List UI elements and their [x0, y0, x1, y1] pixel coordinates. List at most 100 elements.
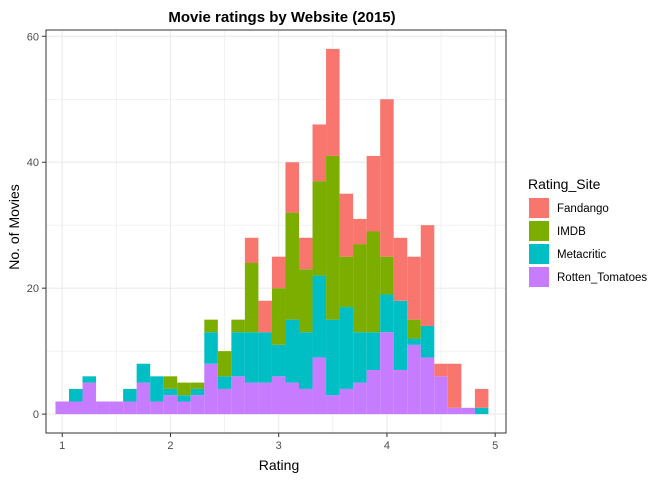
- bar-rotten-tomatoes: [353, 382, 367, 415]
- bar-fandango: [407, 256, 421, 320]
- bar-metacritic: [474, 407, 489, 415]
- bar-fandango: [353, 218, 367, 245]
- bar-imdb: [244, 262, 259, 333]
- bar-fandango: [447, 363, 462, 408]
- bar-fandango: [299, 237, 313, 270]
- bar-rotten-tomatoes: [69, 401, 83, 415]
- bar-metacritic: [150, 376, 164, 402]
- bar-fandango: [474, 388, 489, 408]
- bar-rotten-tomatoes: [407, 344, 421, 415]
- bar-rotten-tomatoes: [244, 382, 259, 415]
- legend-label: Fandango: [557, 203, 609, 215]
- bar-fandango: [420, 225, 435, 326]
- legend-key-metacritic: [529, 244, 549, 264]
- bar-imdb: [299, 269, 313, 333]
- legend-key-imdb: [529, 221, 549, 241]
- bar-fandango: [312, 124, 327, 182]
- bar-rotten-tomatoes: [109, 401, 124, 415]
- bar-metacritic: [393, 300, 408, 371]
- bar-rotten-tomatoes: [136, 382, 151, 415]
- bar-metacritic: [366, 332, 381, 371]
- bar-fandango: [244, 237, 259, 263]
- bar-rotten-tomatoes: [299, 388, 313, 415]
- bar-imdb: [163, 376, 178, 389]
- bar-imdb: [231, 319, 245, 333]
- bar-fandango: [258, 300, 272, 333]
- bar-rotten-tomatoes: [258, 382, 272, 415]
- bar-rotten-tomatoes: [447, 407, 462, 415]
- x-tick-label: 3: [276, 440, 282, 452]
- y-axis-title: No. of Movies: [6, 184, 22, 270]
- y-tick-label: 60: [27, 31, 39, 43]
- y-tick-label: 20: [27, 283, 39, 295]
- x-tick-label: 4: [384, 440, 390, 452]
- bar-imdb: [312, 181, 327, 276]
- bar-metacritic: [380, 294, 394, 333]
- bar-imdb: [204, 319, 218, 333]
- legend-label: Rotten_Tomatoes: [557, 272, 647, 284]
- legend-key-rotten-tomatoes: [529, 267, 549, 287]
- bar-rotten-tomatoes: [190, 395, 205, 415]
- bar-rotten-tomatoes: [461, 407, 475, 415]
- bar-metacritic: [420, 325, 435, 358]
- histogram-bars: [55, 48, 489, 415]
- x-tick-label: 2: [167, 440, 173, 452]
- legend-title: Rating_Site: [528, 176, 601, 192]
- bar-rotten-tomatoes: [123, 401, 137, 415]
- bar-imdb: [366, 231, 381, 333]
- bar-imdb: [177, 382, 191, 396]
- bar-fandango: [434, 363, 448, 377]
- bar-rotten-tomatoes: [177, 401, 191, 415]
- bar-imdb: [190, 382, 205, 389]
- bar-metacritic: [339, 307, 354, 389]
- axis-ticks: 1 2 3 4 5 0 20 40 60: [27, 31, 498, 452]
- bar-rotten-tomatoes: [366, 370, 381, 415]
- bar-imdb: [217, 351, 232, 377]
- legend-label: IMDB: [557, 226, 586, 238]
- bar-imdb: [285, 212, 299, 320]
- bar-fandango: [366, 155, 381, 232]
- bar-rotten-tomatoes: [150, 401, 164, 415]
- bar-metacritic: [163, 388, 178, 396]
- bar-fandango: [271, 256, 286, 289]
- bar-fandango: [326, 48, 340, 156]
- bar-metacritic: [326, 319, 340, 396]
- bar-rotten-tomatoes: [326, 395, 340, 415]
- bar-metacritic: [123, 388, 137, 402]
- bar-rotten-tomatoes: [380, 332, 394, 415]
- bar-rotten-tomatoes: [55, 401, 69, 415]
- bar-imdb: [339, 256, 354, 308]
- bar-rotten-tomatoes: [96, 401, 110, 415]
- bar-metacritic: [407, 338, 421, 345]
- bar-metacritic: [299, 332, 313, 389]
- y-tick-label: 40: [27, 157, 39, 169]
- bar-rotten-tomatoes: [82, 382, 97, 415]
- bar-metacritic: [231, 332, 245, 377]
- bar-rotten-tomatoes: [285, 382, 299, 415]
- bar-rotten-tomatoes: [231, 376, 245, 415]
- bar-rotten-tomatoes: [420, 357, 435, 415]
- bar-fandango: [380, 99, 394, 257]
- bar-imdb: [353, 244, 367, 333]
- bar-metacritic: [285, 319, 299, 383]
- x-tick-label: 1: [59, 440, 65, 452]
- bar-metacritic: [82, 376, 97, 383]
- bar-rotten-tomatoes: [217, 388, 232, 415]
- bar-imdb: [271, 288, 286, 345]
- y-tick-label: 0: [33, 409, 39, 421]
- bar-metacritic: [177, 395, 191, 402]
- bar-fandango: [285, 162, 299, 213]
- bar-rotten-tomatoes: [339, 388, 354, 415]
- bar-metacritic: [204, 332, 218, 364]
- bar-rotten-tomatoes: [163, 395, 178, 415]
- bar-rotten-tomatoes: [271, 376, 286, 415]
- bar-metacritic: [353, 332, 367, 383]
- bar-metacritic: [136, 363, 151, 383]
- plot-panel-border: [45, 29, 507, 434]
- bar-rotten-tomatoes: [204, 363, 218, 415]
- legend-label: Metacritic: [557, 249, 606, 261]
- x-axis-title: Rating: [259, 457, 299, 473]
- bar-metacritic: [244, 332, 259, 383]
- bar-rotten-tomatoes: [393, 370, 408, 415]
